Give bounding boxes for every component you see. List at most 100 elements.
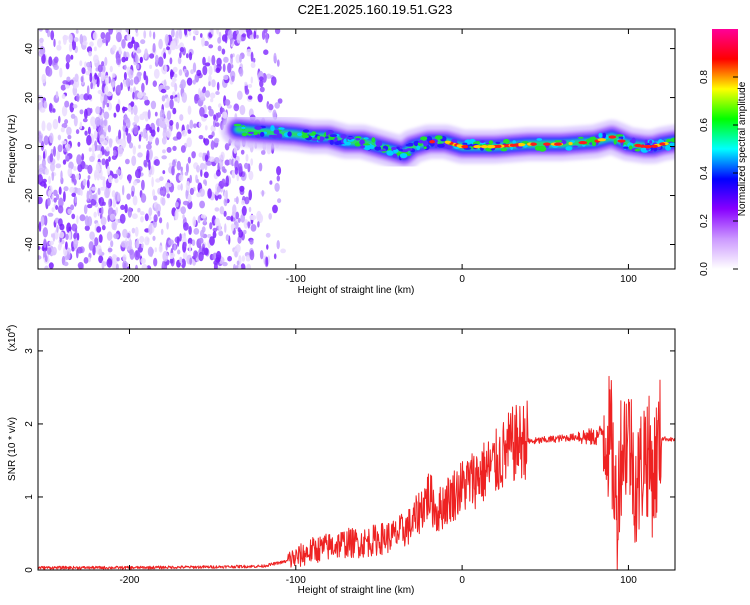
noise-speckle <box>135 29 138 33</box>
noise-speckle <box>59 231 65 239</box>
noise-speckle <box>249 34 255 40</box>
noise-speckle <box>57 134 62 141</box>
noise-speckle <box>169 57 173 65</box>
noise-speckle <box>171 165 175 176</box>
noise-speckle <box>234 251 238 258</box>
ridge-speckle <box>301 134 309 139</box>
noise-speckle <box>128 142 134 149</box>
noise-speckle <box>168 239 174 246</box>
ridge-speckle <box>386 150 394 156</box>
noise-speckle <box>185 189 189 200</box>
ridge-peak <box>518 143 523 147</box>
noise-speckle <box>241 33 247 38</box>
noise-speckle <box>132 195 138 206</box>
noise-speckle <box>180 206 186 215</box>
noise-speckle <box>210 98 214 103</box>
noise-speckle <box>144 48 149 59</box>
noise-speckle <box>67 135 72 140</box>
noise-speckle <box>79 93 85 101</box>
noise-speckle <box>256 34 259 39</box>
noise-speckle <box>89 72 93 83</box>
noise-speckle <box>84 225 90 231</box>
noise-speckle <box>97 38 103 48</box>
noise-speckle <box>259 76 264 81</box>
noise-speckle <box>102 100 106 109</box>
noise-speckle <box>224 99 231 106</box>
noise-speckle <box>143 30 147 39</box>
noise-speckle <box>169 119 174 126</box>
noise-speckle <box>257 93 263 103</box>
colorbar-tick-label: 0.8 <box>699 70 710 84</box>
snr-y-tick-label: 2 <box>24 421 35 427</box>
noise-speckle <box>173 243 177 252</box>
noise-speckle <box>57 205 64 214</box>
noise-speckle <box>65 241 68 250</box>
ridge-speckle <box>405 143 414 147</box>
noise-speckle <box>203 171 209 179</box>
noise-speckle <box>115 207 119 214</box>
noise-speckle <box>76 154 82 166</box>
noise-speckle <box>259 250 264 260</box>
noise-speckle <box>88 147 92 152</box>
noise-speckle <box>269 180 273 185</box>
snr-x-label: Height of straight line (km) <box>298 585 415 596</box>
noise-speckle <box>219 158 224 169</box>
noise-speckle <box>100 71 106 82</box>
ridge-speckle <box>344 141 351 146</box>
noise-speckle <box>159 176 164 182</box>
noise-speckle <box>65 143 71 152</box>
noise-speckle <box>51 193 54 203</box>
noise-speckle <box>236 260 240 266</box>
noise-speckle <box>204 62 211 67</box>
noise-speckle <box>86 179 90 189</box>
noise-speckle <box>166 110 172 120</box>
noise-speckle <box>108 175 113 184</box>
noise-speckle <box>216 81 220 91</box>
noise-speckle <box>119 213 126 224</box>
ridge-speckle <box>476 141 480 145</box>
noise-speckle <box>200 33 203 38</box>
noise-speckle <box>106 165 111 176</box>
noise-speckle <box>49 132 54 144</box>
noise-speckle <box>198 237 204 244</box>
noise-speckle <box>141 82 145 93</box>
noise-speckle <box>113 233 119 240</box>
noise-speckle <box>98 255 104 264</box>
noise-speckle <box>152 189 156 198</box>
noise-speckle <box>188 31 192 36</box>
noise-speckle <box>86 190 90 202</box>
ridge-speckle <box>565 146 573 151</box>
noise-speckle <box>261 189 265 197</box>
noise-speckle <box>204 90 211 98</box>
noise-speckle <box>38 134 43 144</box>
noise-speckle <box>45 29 49 34</box>
noise-speckle <box>73 81 78 89</box>
noise-speckle <box>161 95 166 102</box>
noise-speckle <box>217 45 222 52</box>
noise-speckle <box>113 149 117 157</box>
noise-speckle <box>108 198 111 208</box>
noise-speckle <box>146 143 152 150</box>
noise-speckle <box>217 37 222 44</box>
noise-speckle <box>153 214 158 223</box>
noise-speckle <box>50 162 55 172</box>
noise-speckle <box>108 138 113 148</box>
noise-speckle <box>236 90 243 101</box>
noise-speckle <box>191 239 196 246</box>
noise-speckle <box>39 37 44 44</box>
noise-speckle <box>162 250 169 262</box>
noise-speckle <box>224 159 230 166</box>
noise-speckle <box>166 193 170 199</box>
noise-speckle <box>67 167 73 177</box>
noise-speckle <box>56 44 62 51</box>
noise-speckle <box>112 44 117 52</box>
noise-speckle <box>182 200 189 206</box>
noise-speckle <box>124 64 127 71</box>
ridge-speckle <box>623 146 629 149</box>
ridge-speckle <box>445 145 453 150</box>
noise-speckle <box>115 31 122 43</box>
noise-speckle <box>263 49 269 55</box>
noise-speckle <box>250 158 254 166</box>
noise-speckle <box>214 207 220 212</box>
